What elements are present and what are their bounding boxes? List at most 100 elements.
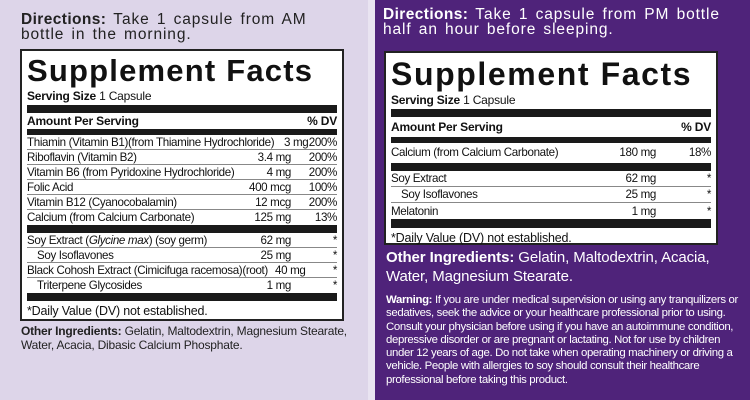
pm-directions: Directions: Take 1 capsule from PM bottl… [383,6,728,38]
rule [27,225,337,233]
rule [27,105,337,113]
nutrient-dv: * [332,263,338,277]
nutrient-name: Vitamin B6 (from Pyridoxine Hydrochlorid… [27,165,235,179]
nutrient-name: Calcium (from Calcium Carbonate) [27,211,195,224]
nutrient-name: Soy Extract [391,172,447,185]
nutrient-amount: 400 mcg [248,180,291,194]
nutrient-row: Riboflavin (Vitamin B2) 3.4 mg 200% [27,150,337,165]
nutrient-row: Soy Isoflavones 25 mg * [391,187,711,203]
rule [391,219,711,228]
rule [391,137,711,143]
nutrient-row: Vitamin B12 (Cyanocobalamin) 12 mcg 200% [27,195,337,210]
pm-directions-label: Directions: [383,6,469,23]
nutrient-name: Calcium (from Calcium Carbonate) [391,145,559,159]
serving-value: 1 Capsule [99,89,152,103]
other-text: Gelatin, Maltodextrin, Acacia, Water, Ma… [386,249,710,285]
nutrient-row: Melatonin 1 mg * [391,203,711,219]
nutrient-dv: 200% [308,165,338,179]
am-other-ingredients: Other Ingredients: Gelatin, Maltodextrin… [21,324,351,352]
nutrient-amount: 1 mg [631,204,657,218]
nutrient-dv: * [706,172,712,185]
serving-value: 1 Capsule [463,93,516,107]
header-dv: % DV [307,114,337,128]
panel-divider [368,0,375,400]
rule [27,293,337,301]
nutrient-row: Soy Extract (Glycine max) (soy germ) 62 m… [27,233,337,248]
am-title: Supplement Facts [27,53,314,88]
rule [391,163,711,171]
am-supplement-facts: Supplement Facts Serving Size 1 Capsule … [20,49,344,321]
nutrient-name-part: ) (soy germ) [148,233,208,247]
nutrient-dv: * [706,188,712,201]
pm-supplement-facts: Supplement Facts Serving Size 1 Capsule … [384,51,718,245]
other-label: Other Ingredients: [21,324,122,338]
pm-directions-text: Take 1 capsule from PM bottle half an ho… [383,6,720,38]
header-dv: % DV [681,120,711,134]
nutrient-name: Vitamin B12 (Cyanocobalamin) [27,195,177,209]
nutrient-dv: * [332,248,338,262]
warning-text: If you are under medical supervision or … [386,294,738,386]
nutrient-name: Soy Isoflavones [401,188,478,201]
other-label: Other Ingredients: [386,249,515,266]
nutrient-row: Calcium (from Calcium Carbonate) 180 mg 18… [391,143,711,161]
nutrient-name: Black Cohosh Extract (Cimicifuga racemos… [27,263,268,277]
warning-label: Warning: [386,294,433,306]
nutrient-name: Soy Isoflavones [37,248,114,262]
nutrient-dv: 18% [688,145,712,159]
nutrient-name: Triterpene Glycosides [37,279,142,292]
nutrient-dv: 200% [308,135,338,149]
am-directions: Directions: Take 1 capsule from AM bottl… [21,11,346,43]
nutrient-dv: 200% [308,195,338,209]
nutrient-name: Riboflavin (Vitamin B2) [27,150,137,164]
nutrient-name-part: Glycine max [88,233,149,247]
nutrient-dv: * [706,204,712,218]
nutrient-amount: 4 mg [266,165,292,179]
nutrient-row: Folic Acid 400 mcg 100% [27,180,337,195]
nutrient-row: Soy Isoflavones 25 mg * [27,248,337,263]
nutrient-amount: 12 mcg [255,195,291,209]
nutrient-dv: 200% [308,150,338,164]
nutrient-row: Triterpene Glycosides 1 mg * [27,278,337,293]
nutrient-amount: 3.4 mg [257,150,292,164]
nutrient-row: Calcium (from Calcium Carbonate) 125 mg 13… [27,210,337,225]
serving-label: Serving Size [27,89,96,103]
rule [391,109,711,117]
nutrient-name: Melatonin [391,204,439,218]
nutrient-row: Vitamin B6 (from Pyridoxine Hydrochlorid… [27,165,337,180]
nutrient-name-part: Soy Extract ( [27,233,89,247]
nutrient-amount: 125 mg [254,211,291,224]
header-amount: Amount Per Serving [391,120,503,134]
nutrient-dv: * [332,233,338,247]
am-header-row: Amount Per Serving % DV [27,113,337,129]
nutrient-row: Soy Extract 62 mg * [391,171,711,187]
pm-serving-size: Serving Size 1 Capsule [391,93,711,107]
am-serving-size: Serving Size 1 Capsule [27,89,337,103]
pm-footnote: *Daily Value (DV) not established. [391,231,572,245]
nutrient-amount: 62 mg [260,233,292,247]
nutrient-amount: 1 mg [266,279,292,292]
am-footnote: *Daily Value (DV) not established. [27,304,208,318]
am-directions-text: Take 1 capsule from AM bottle in the mor… [21,11,307,43]
nutrient-name: Soy Extract (Glycine max) (soy germ) [27,234,236,247]
nutrient-amount: 25 mg [625,188,657,201]
nutrient-dv: 100% [308,180,338,194]
nutrient-name: Thiamin (Vitamin B1)(from Thiamine Hydro… [27,135,275,149]
pm-header-row: Amount Per Serving % DV [391,117,711,137]
nutrient-dv: 13% [314,211,338,224]
other-text: Gelatin, Maltodextrin, Magnesium Stearat… [21,324,347,352]
nutrient-amount: 25 mg [260,248,292,262]
nutrient-amount: 180 mg [619,145,656,159]
rule [27,129,337,135]
serving-label: Serving Size [391,93,460,107]
header-amount: Amount Per Serving [27,114,139,128]
nutrient-dv: * [332,279,338,292]
nutrient-row: Thiamin (Vitamin B1)(from Thiamine Hydro… [27,135,337,150]
nutrient-row: Black Cohosh Extract (Cimicifuga racemos… [27,263,337,278]
nutrient-amount: 62 mg [625,172,657,185]
nutrient-amount: 3 mg [284,135,309,149]
nutrient-name: Folic Acid [27,180,74,194]
am-directions-label: Directions: [21,11,107,28]
nutrient-amount: 40 mg [275,263,306,277]
pm-warning: Warning: If you are under medical superv… [386,294,738,387]
pm-title: Supplement Facts [391,56,693,92]
